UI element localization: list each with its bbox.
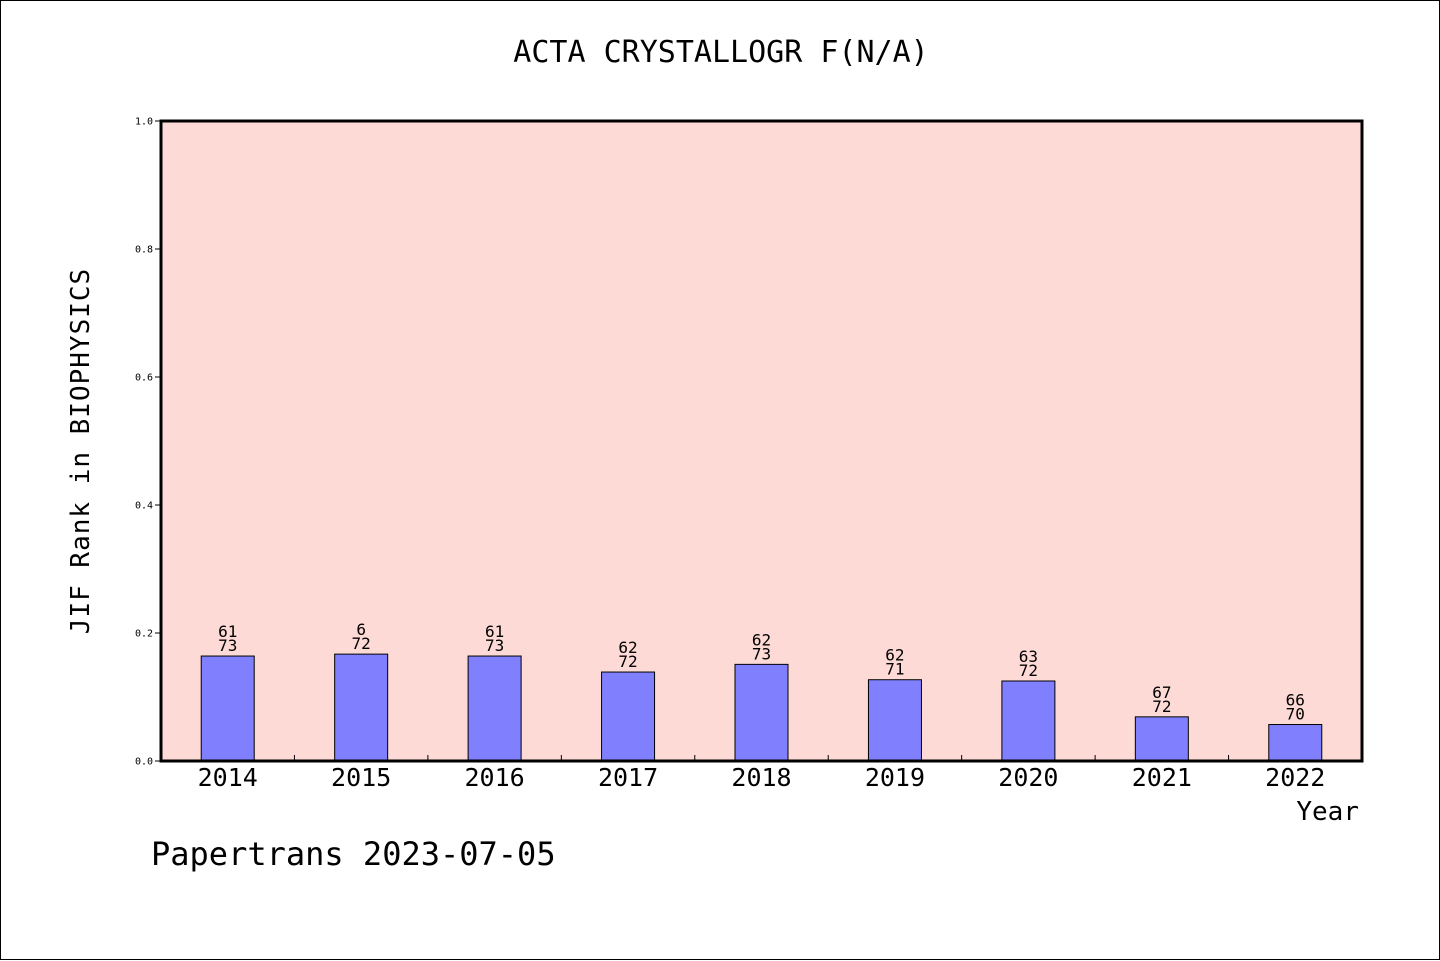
plot-frame xyxy=(159,119,1364,763)
bar-2022 xyxy=(1268,724,1323,762)
x-axis: 2014 2015 2016 2017 2018 2019 2020 2021 2022 xyxy=(198,755,1325,792)
bar-2021 xyxy=(1134,716,1189,762)
bar-label-total: 71 xyxy=(885,660,904,679)
y-tick-label: 0.0 xyxy=(135,757,153,768)
y-tick-label: 0.6 xyxy=(135,373,153,384)
x-tick-label: 2018 xyxy=(731,763,791,792)
bar-2014 xyxy=(200,655,255,762)
bar-2018 xyxy=(734,663,789,762)
bar-2020 xyxy=(1001,680,1056,762)
bar-label-total: 72 xyxy=(1152,697,1171,716)
bar-2016 xyxy=(467,655,522,762)
y-tick-label: 0.2 xyxy=(135,629,153,640)
x-tick-label: 2019 xyxy=(865,763,925,792)
x-tick-label: 2015 xyxy=(331,763,391,792)
bar-label-total: 72 xyxy=(618,652,637,671)
bar-2019 xyxy=(867,679,922,762)
x-tick-label: 2022 xyxy=(1265,763,1325,792)
bar-label-rank: 61 xyxy=(218,622,237,641)
bar-2015 xyxy=(334,653,389,762)
x-tick-label: 2014 xyxy=(198,763,258,792)
bar-label-rank: 62 xyxy=(885,646,904,665)
footer-credit: Papertrans 2023-07-05 xyxy=(151,835,556,873)
bar-label-total: 73 xyxy=(485,636,504,655)
x-tick-label: 2021 xyxy=(1132,763,1192,792)
y-axis-label: JIF Rank in BIOPHYSICS xyxy=(66,267,96,635)
bar-label-rank: 63 xyxy=(1019,647,1038,666)
bar-label-rank: 67 xyxy=(1152,683,1171,702)
x-tick-label: 2020 xyxy=(998,763,1058,792)
x-tick-label: 2017 xyxy=(598,763,658,792)
y-axis: 0.0 0.2 0.4 0.6 0.8 1.0 xyxy=(135,117,161,768)
bar-label-total: 73 xyxy=(218,636,237,655)
bar-label-rank: 6 xyxy=(356,620,366,639)
x-axis-label: Year xyxy=(1296,797,1359,827)
bar-label-total: 72 xyxy=(1019,661,1038,680)
bar-label-rank: 62 xyxy=(752,630,771,649)
chart-title: ACTA CRYSTALLOGR F(N/A) xyxy=(513,35,929,70)
y-tick-label: 1.0 xyxy=(135,117,153,128)
bar-label-rank: 61 xyxy=(485,622,504,641)
y-tick-label: 0.4 xyxy=(135,501,153,512)
bar-label-total: 70 xyxy=(1286,705,1305,724)
bar-label-total: 73 xyxy=(752,644,771,663)
bar-2017 xyxy=(601,671,656,762)
x-tick-label: 2016 xyxy=(465,763,525,792)
bar-label-rank: 66 xyxy=(1286,691,1305,710)
bar-label-total: 72 xyxy=(352,634,371,653)
bar-label-rank: 62 xyxy=(618,638,637,657)
y-tick-label: 0.8 xyxy=(135,245,153,256)
